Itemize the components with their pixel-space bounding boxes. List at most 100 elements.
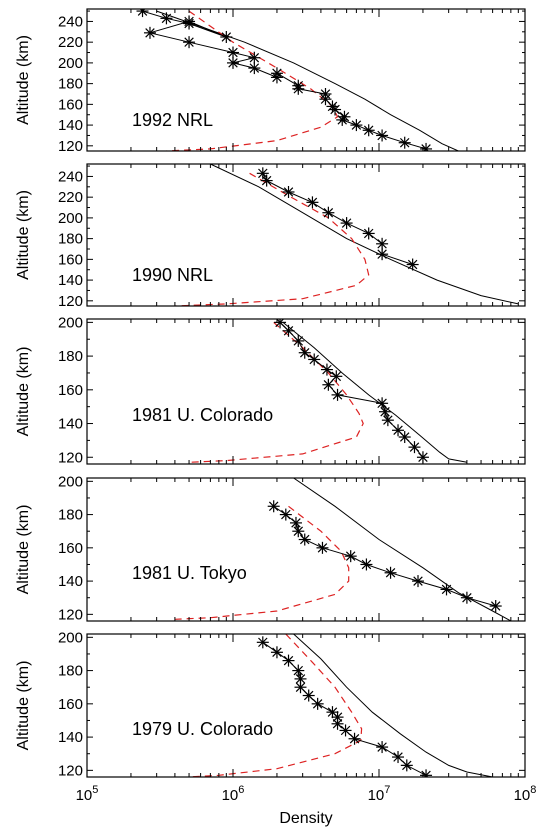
observed-point (227, 46, 239, 59)
y-tick-label: 180 (58, 507, 83, 524)
observed-point (381, 414, 394, 427)
y-tick-label: 180 (58, 348, 83, 365)
observed-point (384, 566, 397, 579)
observed-point (440, 583, 453, 596)
star-stroke (330, 104, 340, 115)
y-tick-label: 160 (58, 540, 83, 557)
y-tick-label: 120 (58, 293, 83, 310)
observed-point (292, 525, 305, 538)
star-stroke (320, 94, 331, 104)
y-tick-label: 180 (58, 663, 83, 680)
model-dashed-line (174, 505, 350, 620)
star-stroke (377, 742, 387, 752)
star-stroke (377, 239, 387, 249)
y-tick-label: 140 (58, 416, 83, 433)
plot-area (188, 634, 493, 777)
y-tick-label: 160 (58, 382, 83, 399)
observed-point (400, 759, 413, 772)
panel-frame (86, 163, 526, 307)
observed-point (460, 591, 473, 604)
panel-3: 120 140 160 180 200 Altitude (km) 1981 U. Colo… (15, 314, 526, 466)
star-stroke (332, 390, 343, 400)
observed-point (292, 664, 305, 677)
star-stroke (309, 354, 319, 365)
y-tick-label: 140 (58, 117, 83, 134)
star-stroke (393, 425, 403, 436)
observed-line (273, 505, 496, 607)
star-stroke (295, 674, 306, 684)
x-tick-label: 105 (76, 784, 99, 804)
star-stroke (393, 752, 403, 762)
star-stroke (317, 543, 328, 553)
observed-point (308, 353, 321, 366)
tick-exponent: 6 (238, 784, 244, 796)
observed-point (220, 30, 233, 43)
star-stroke (418, 452, 428, 463)
star-stroke (377, 398, 387, 409)
observed-line (142, 10, 427, 150)
star-stroke (249, 63, 260, 73)
observed-point (392, 424, 405, 437)
star-stroke (312, 699, 323, 709)
star-stroke (221, 32, 232, 42)
observed-point (270, 67, 283, 80)
y-axis-label: Altitude (km) (15, 35, 32, 125)
observed-point (183, 15, 196, 28)
star-stroke (161, 13, 172, 24)
star-stroke (295, 682, 306, 692)
observed-point (136, 9, 149, 18)
star-stroke (383, 415, 393, 425)
star-stroke (327, 707, 338, 717)
observed-point (298, 346, 311, 359)
y-axis-label: Altitude (km) (15, 661, 32, 751)
star-stroke (407, 259, 418, 270)
tick-base: 10 (368, 787, 385, 804)
y-tick-label: 240 (58, 168, 83, 185)
observed-point (348, 732, 361, 745)
star-stroke (184, 37, 194, 47)
observed-point (336, 113, 349, 126)
observed-point (311, 697, 324, 710)
tick-exponent: 7 (384, 784, 390, 796)
panel-4: 120 140 160 180 200 Altitude (km) 1981 U. Toky… (15, 473, 526, 623)
star-stroke (137, 9, 146, 16)
model-dashed-line (188, 321, 364, 463)
panel-label: 1992 NRL (132, 110, 213, 130)
y-tick-label: 120 (58, 138, 83, 155)
model-dashed-line (166, 10, 339, 151)
observed-point (379, 405, 392, 418)
star-stroke (184, 16, 194, 27)
observed-point (160, 12, 173, 25)
y-tick-label: 140 (58, 729, 83, 746)
y-axis-label: Altitude (km) (15, 190, 32, 280)
plot-area (136, 9, 459, 151)
observed-point (376, 397, 389, 410)
observed-point (376, 237, 389, 250)
star-stroke (351, 120, 362, 130)
y-tick-label: 200 (58, 473, 83, 490)
observed-point (376, 129, 389, 142)
observed-point (340, 217, 353, 230)
star-stroke (380, 406, 390, 417)
observed-point (322, 206, 335, 219)
star-stroke (291, 518, 301, 528)
y-tick-label: 120 (58, 606, 83, 623)
star-stroke (490, 601, 501, 611)
y-tick-label: 160 (58, 696, 83, 713)
observed-point (339, 724, 352, 737)
observed-point (362, 124, 375, 137)
y-axis-label: Altitude (km) (15, 505, 32, 595)
panel-5: 120 140 160 180 200 Altitude (km) 1979 U. Colo… (15, 629, 526, 779)
observed-point (227, 56, 239, 69)
model-total-line (293, 478, 512, 621)
observed-point (316, 541, 329, 554)
tick-base: 10 (76, 787, 93, 804)
tick-base: 10 (222, 787, 239, 804)
star-stroke (299, 534, 310, 545)
model-total-line (282, 322, 467, 463)
observed-point (183, 36, 196, 49)
star-stroke (322, 364, 332, 375)
star-stroke (332, 719, 343, 729)
observed-point (248, 51, 261, 64)
star-stroke (268, 501, 279, 512)
